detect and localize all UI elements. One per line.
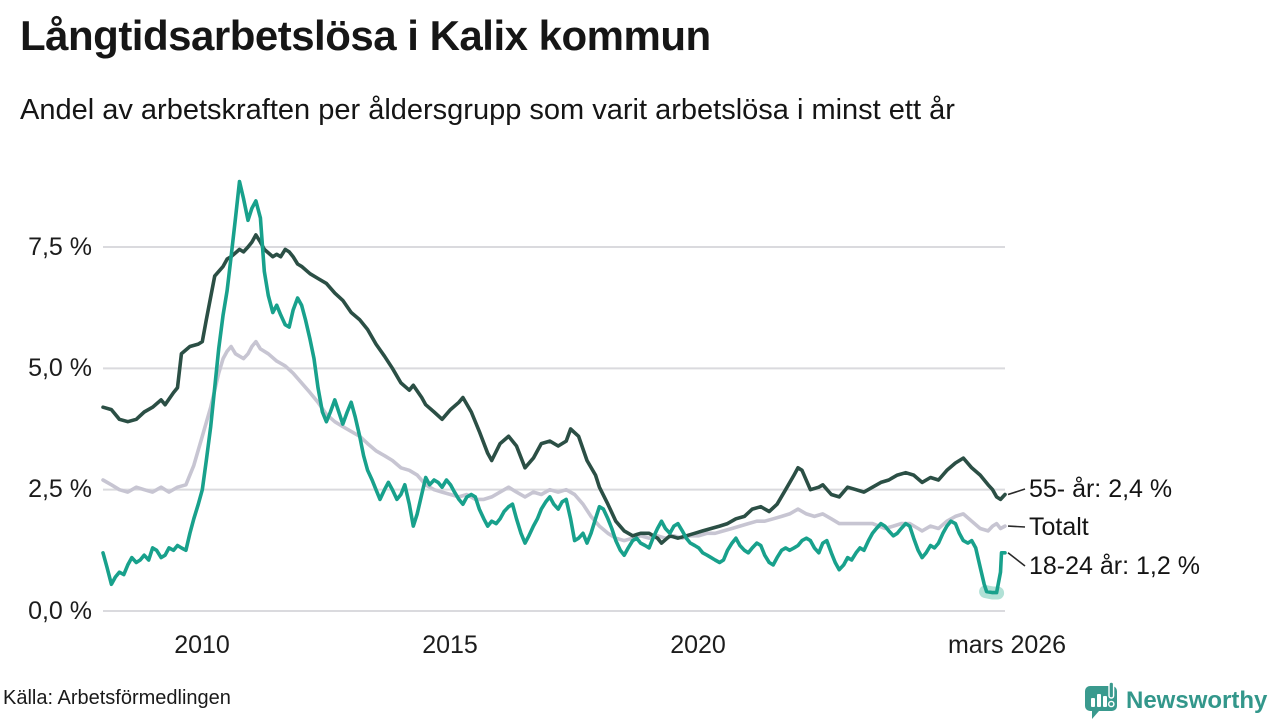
source-credit: Källa: Arbetsförmedlingen bbox=[3, 687, 231, 709]
newsworthy-logo[interactable]: Newsworthy bbox=[1083, 681, 1267, 719]
series-label-18-24-ar: 18-24 år: 1,2 % bbox=[1029, 552, 1200, 580]
y-tick-2-5: 2,5 % bbox=[28, 475, 92, 503]
x-tick-2020: 2020 bbox=[670, 631, 726, 659]
newsworthy-wordmark: Newsworthy bbox=[1126, 686, 1268, 714]
y-tick-7-5: 7,5 % bbox=[28, 233, 92, 261]
y-tick-5-0: 5,0 % bbox=[28, 354, 92, 382]
x-tick-2015: 2015 bbox=[422, 631, 478, 659]
page-title: Långtidsarbetslösa i Kalix kommun bbox=[20, 12, 711, 59]
series-label-totalt: Totalt bbox=[1029, 513, 1089, 541]
y-tick-0-0: 0,0 % bbox=[28, 597, 92, 625]
page-subtitle: Andel av arbetskraften per åldersgrupp s… bbox=[20, 94, 955, 126]
x-tick-mars-2026: mars 2026 bbox=[947, 631, 1067, 659]
newsworthy-bubble-chart-icon bbox=[1085, 681, 1117, 719]
series-label-55-ar: 55- år: 2,4 % bbox=[1029, 475, 1173, 503]
x-tick-2010: 2010 bbox=[174, 631, 230, 659]
